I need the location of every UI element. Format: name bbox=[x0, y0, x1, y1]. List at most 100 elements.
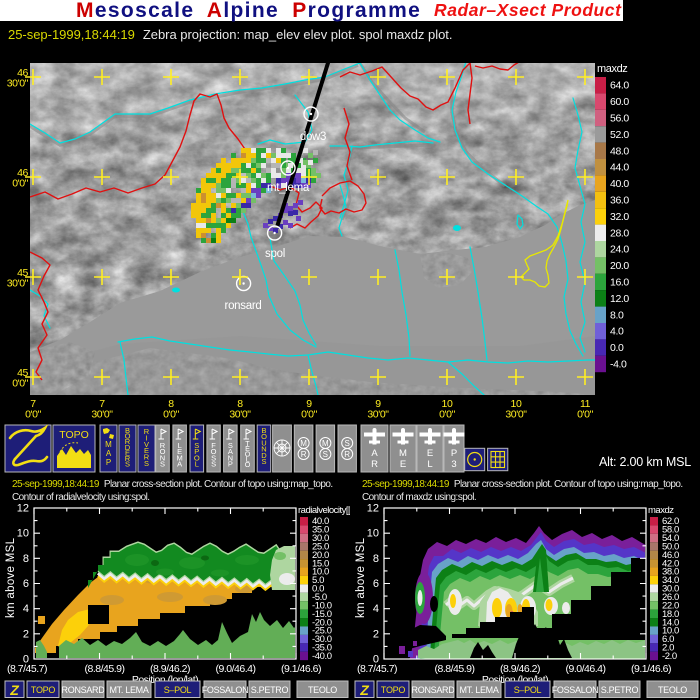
svg-text:S–POL: S–POL bbox=[164, 685, 192, 695]
svg-text:O: O bbox=[245, 449, 251, 458]
svg-text:ronsard: ronsard bbox=[225, 300, 262, 312]
svg-text:30'0": 30'0" bbox=[7, 78, 29, 90]
svg-text:4.0: 4.0 bbox=[610, 326, 624, 338]
svg-text:km above MSL: km above MSL bbox=[5, 537, 17, 618]
svg-text:15.0: 15.0 bbox=[312, 558, 329, 569]
svg-text:R: R bbox=[301, 450, 307, 459]
svg-text:A: A bbox=[177, 460, 182, 469]
svg-text:14.0: 14.0 bbox=[662, 617, 679, 628]
svg-text:54.0: 54.0 bbox=[662, 533, 679, 544]
svg-text:S: S bbox=[261, 457, 266, 466]
svg-text:56.0: 56.0 bbox=[610, 113, 629, 125]
svg-text:(8.7/45.7): (8.7/45.7) bbox=[357, 663, 397, 675]
svg-text:E: E bbox=[177, 447, 182, 456]
svg-text:L: L bbox=[246, 455, 250, 464]
svg-text:D: D bbox=[125, 443, 131, 452]
svg-text:0.0: 0.0 bbox=[610, 342, 624, 354]
svg-text:R: R bbox=[144, 453, 150, 462]
svg-text:4: 4 bbox=[373, 603, 379, 615]
svg-text:(9.1/46.6): (9.1/46.6) bbox=[631, 663, 671, 675]
svg-text:22.0: 22.0 bbox=[662, 600, 679, 611]
svg-text:30.0: 30.0 bbox=[662, 584, 679, 595]
svg-text:60.0: 60.0 bbox=[610, 96, 629, 108]
svg-text:A: A bbox=[371, 448, 378, 459]
svg-text:R: R bbox=[125, 454, 131, 463]
svg-text:0'0": 0'0" bbox=[25, 409, 41, 421]
svg-text:30.0: 30.0 bbox=[312, 533, 329, 544]
svg-text:10: 10 bbox=[442, 398, 453, 410]
svg-text:M: M bbox=[322, 439, 329, 448]
svg-text:25.0: 25.0 bbox=[312, 541, 329, 552]
svg-text:P: P bbox=[194, 447, 199, 456]
svg-text:2: 2 bbox=[373, 628, 379, 640]
svg-text:8: 8 bbox=[23, 553, 29, 565]
svg-text:R: R bbox=[125, 437, 131, 446]
svg-text:44.0: 44.0 bbox=[610, 162, 629, 174]
svg-text:TEOLO: TEOLO bbox=[308, 685, 337, 695]
svg-text:dow3: dow3 bbox=[300, 131, 326, 143]
svg-text:-4.0: -4.0 bbox=[610, 359, 627, 371]
svg-text:10: 10 bbox=[367, 528, 379, 540]
svg-text:O: O bbox=[261, 432, 267, 441]
svg-text:-2.0: -2.0 bbox=[662, 651, 677, 662]
svg-text:RONSARD: RONSARD bbox=[412, 685, 456, 695]
svg-text:(9.0/46.4): (9.0/46.4) bbox=[216, 663, 256, 675]
svg-text:R: R bbox=[371, 459, 378, 470]
svg-text:7: 7 bbox=[30, 398, 36, 410]
svg-text:3: 3 bbox=[451, 459, 456, 470]
svg-text:S: S bbox=[323, 450, 328, 459]
svg-text:12: 12 bbox=[367, 503, 379, 515]
svg-text:8: 8 bbox=[168, 398, 174, 410]
svg-text:30'0": 30'0" bbox=[367, 409, 389, 421]
svg-text:0: 0 bbox=[373, 654, 379, 666]
svg-text:RONSARD: RONSARD bbox=[62, 685, 106, 695]
svg-text:10: 10 bbox=[511, 398, 522, 410]
svg-text:45: 45 bbox=[17, 267, 28, 279]
svg-text:U: U bbox=[261, 438, 266, 447]
svg-text:O: O bbox=[194, 453, 200, 462]
svg-text:R: R bbox=[144, 427, 150, 436]
svg-text:R: R bbox=[160, 441, 166, 450]
svg-text:B: B bbox=[261, 426, 266, 435]
svg-text:E: E bbox=[427, 448, 433, 459]
svg-text:(9.0/46.4): (9.0/46.4) bbox=[566, 663, 606, 675]
svg-text:E: E bbox=[245, 444, 250, 453]
svg-text:8: 8 bbox=[237, 398, 243, 410]
svg-text:7: 7 bbox=[99, 398, 105, 410]
svg-text:-5.0: -5.0 bbox=[312, 592, 327, 603]
svg-text:M: M bbox=[399, 448, 407, 459]
svg-text:64.0: 64.0 bbox=[610, 80, 629, 92]
svg-text:34.0: 34.0 bbox=[662, 575, 679, 586]
svg-text:-30.0: -30.0 bbox=[312, 634, 332, 645]
svg-text:L: L bbox=[427, 459, 432, 470]
svg-text:8: 8 bbox=[373, 553, 379, 565]
svg-text:46.0: 46.0 bbox=[662, 550, 679, 561]
svg-text:0'0": 0'0" bbox=[163, 409, 179, 421]
svg-text:0'0": 0'0" bbox=[439, 409, 455, 421]
svg-text:maxdz: maxdz bbox=[597, 63, 627, 75]
svg-text:FOSSALON: FOSSALON bbox=[202, 685, 249, 695]
svg-text:Z: Z bbox=[9, 682, 19, 698]
svg-text:0'0": 0'0" bbox=[301, 409, 317, 421]
svg-text:P: P bbox=[451, 448, 457, 459]
svg-text:0: 0 bbox=[23, 654, 29, 666]
svg-text:FOSSALON: FOSSALON bbox=[552, 685, 599, 695]
svg-text:46: 46 bbox=[17, 67, 28, 79]
svg-text:I: I bbox=[145, 433, 147, 442]
svg-text:-20.0: -20.0 bbox=[312, 617, 332, 628]
svg-text:S: S bbox=[144, 459, 149, 468]
svg-text:30'0": 30'0" bbox=[505, 409, 527, 421]
svg-text:30'0": 30'0" bbox=[7, 278, 29, 290]
svg-text:T: T bbox=[245, 439, 250, 448]
svg-text:mt_lema: mt_lema bbox=[267, 182, 310, 194]
svg-text:6.0: 6.0 bbox=[662, 634, 674, 645]
svg-text:S: S bbox=[345, 439, 350, 448]
svg-text:62.0: 62.0 bbox=[662, 516, 679, 527]
svg-text:(8.9/46.2): (8.9/46.2) bbox=[150, 663, 190, 675]
svg-text:40.0: 40.0 bbox=[312, 516, 329, 527]
svg-text:B: B bbox=[125, 426, 130, 435]
svg-text:52.0: 52.0 bbox=[610, 129, 629, 141]
svg-text:N: N bbox=[228, 453, 233, 462]
